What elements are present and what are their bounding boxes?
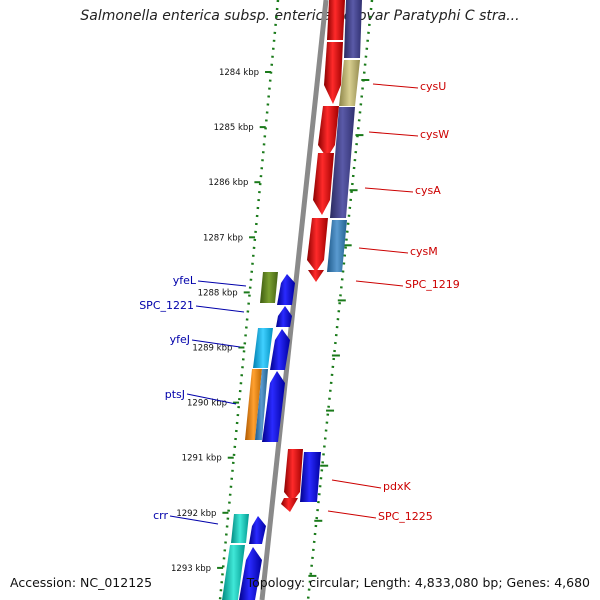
kbp-tick-label: 1289 kbp: [192, 344, 232, 354]
label-leader-line: [372, 83, 419, 89]
label-leader-line: [364, 187, 414, 193]
kbp-tick-label: 1284 kbp: [219, 68, 259, 78]
accession-label: Accession: NC_012125: [10, 575, 153, 590]
gene-ptsJ[interactable]: [245, 369, 262, 440]
label-leader-line: [195, 305, 245, 313]
gene-segment[interactable]: [281, 498, 298, 512]
gene-crr[interactable]: [231, 514, 249, 543]
gene-label-cysM[interactable]: cysM: [410, 245, 438, 258]
gene-label-yfeJ[interactable]: yfeJ: [170, 333, 190, 346]
gene-SPC-1225[interactable]: [300, 452, 321, 502]
gene-segment[interactable]: [324, 42, 343, 104]
kbp-tick-label: 1290 kbp: [187, 399, 227, 409]
kbp-tick-label: 1288 kbp: [198, 288, 238, 298]
kbp-tick-label: 1293 kbp: [171, 564, 211, 574]
kbp-tick-label: 1286 kbp: [208, 178, 248, 188]
gene-segment[interactable]: [313, 153, 334, 215]
label-leader-line: [355, 280, 404, 287]
gene-label-cysA[interactable]: cysA: [415, 184, 441, 197]
gene-label-pdxK[interactable]: pdxK: [383, 480, 411, 493]
map-title: Salmonella enterica subsp. enterica sero…: [80, 8, 520, 24]
kbp-tick-label: 1292 kbp: [176, 509, 216, 519]
gene-segment[interactable]: [307, 218, 328, 272]
gene-segment[interactable]: [327, 0, 345, 40]
gene-SPC-1219[interactable]: [308, 270, 324, 282]
gene-label-cysW[interactable]: cysW: [420, 128, 449, 141]
kbp-axis: 1284 kbp 1285 kbp 1286 kbp 1287 kbp 1288 kbp…: [171, 68, 370, 577]
gene-segment[interactable]: [249, 516, 266, 544]
gene-SPC-1221[interactable]: [276, 306, 292, 327]
kbp-tick-label: 1291 kbp: [182, 454, 222, 464]
label-leader-line: [358, 247, 409, 254]
gene-segment[interactable]: [270, 329, 290, 370]
gene-segment[interactable]: [255, 369, 268, 440]
gene-label-crr[interactable]: crr: [153, 509, 168, 522]
gene-yfeL[interactable]: [260, 272, 278, 303]
gene-label-SPC_1219[interactable]: SPC_1219: [405, 278, 460, 291]
gene-segment[interactable]: [277, 274, 295, 305]
label-leader-line: [191, 339, 241, 348]
gene-segment[interactable]: [239, 547, 262, 600]
gene-pdxK[interactable]: [284, 449, 303, 502]
gene-cysM[interactable]: [327, 220, 347, 272]
kbp-tick-label: 1285 kbp: [214, 123, 254, 133]
label-leader-line: [331, 479, 382, 489]
gene-label-cysU[interactable]: cysU: [420, 80, 446, 93]
gene-label-ptsJ[interactable]: ptsJ: [165, 388, 185, 401]
forward-strand-genes: [222, 272, 295, 600]
gene-label-yfeL[interactable]: yfeL: [173, 274, 197, 287]
label-leader-line: [169, 515, 219, 525]
gene-label-SPC_1225[interactable]: SPC_1225: [378, 510, 433, 523]
gene-label-SPC_1221[interactable]: SPC_1221: [139, 299, 194, 312]
gene-segment[interactable]: [318, 106, 339, 158]
gene-yfeJ[interactable]: [253, 328, 273, 368]
gene-cysU[interactable]: [339, 60, 360, 106]
label-leader-line: [186, 393, 237, 405]
gene-segment[interactable]: [344, 0, 362, 58]
label-leader-line: [197, 280, 247, 287]
topology-label: Topology: circular; Length: 4,833,080 bp…: [246, 575, 590, 590]
gene-labels: cysU cysW cysA cysM SPC_1219 pdxK SPC_1225 yfeL…: [139, 80, 460, 525]
gene-segment[interactable]: [262, 371, 285, 442]
kbp-tick-label: 1287 kbp: [203, 233, 243, 243]
label-leader-line: [368, 131, 419, 137]
gene-segment[interactable]: [222, 545, 245, 600]
genome-backbone: [259, 0, 329, 600]
gene-cysW[interactable]: [330, 107, 355, 218]
label-leader-line: [327, 510, 377, 519]
reverse-strand-genes: [281, 0, 362, 512]
